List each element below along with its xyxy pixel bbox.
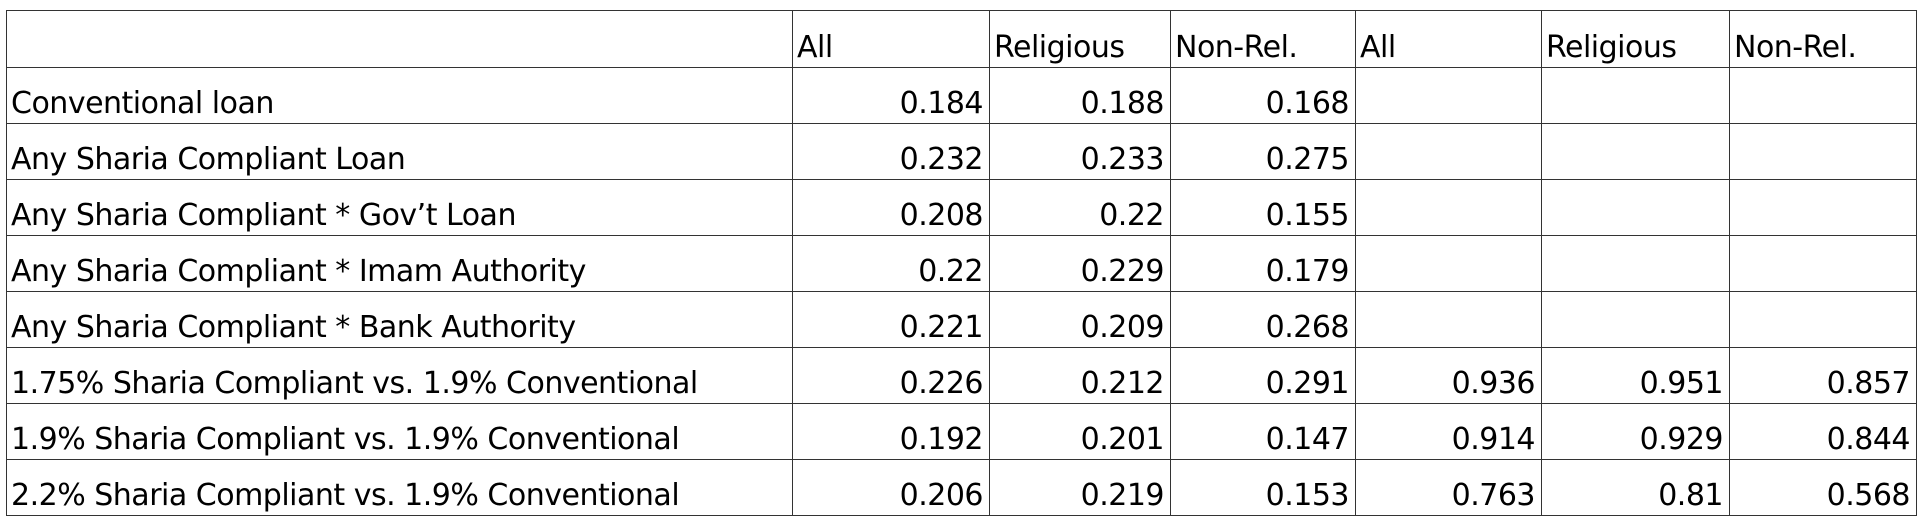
value-cell: [1729, 235, 1917, 292]
column-header: All: [1355, 10, 1542, 68]
value-cell: 0.951: [1541, 347, 1730, 404]
results-table: All Religious Non-Rel. All Religious Non-Rel.…: [6, 10, 1917, 516]
value-cell: 0.936: [1355, 347, 1542, 404]
value-cell: [1541, 291, 1730, 348]
data-row: 2.2% Sharia Compliant vs. 1.9% Conventio…: [6, 459, 1917, 516]
column-header: Religious: [1541, 10, 1730, 68]
value-cell: 0.81: [1541, 459, 1730, 516]
value-cell: 0.291: [1170, 347, 1356, 404]
row-label: Any Sharia Compliant Loan: [6, 123, 793, 180]
value-cell: [1729, 291, 1917, 348]
value-cell: 0.179: [1170, 235, 1356, 292]
column-header: Religious: [989, 10, 1171, 68]
column-header: Non-Rel.: [1729, 10, 1917, 68]
value-cell: [1729, 179, 1917, 236]
value-cell: [1541, 179, 1730, 236]
value-cell: [1541, 123, 1730, 180]
header-row: All Religious Non-Rel. All Religious Non-Rel.: [6, 10, 1917, 68]
data-row: Any Sharia Compliant * Bank Authority 0.2…: [6, 291, 1917, 348]
row-label: Any Sharia Compliant * Imam Authority: [6, 235, 793, 292]
value-cell: 0.221: [792, 291, 990, 348]
value-cell: 0.192: [792, 403, 990, 460]
value-cell: 0.147: [1170, 403, 1356, 460]
data-row: 1.9% Sharia Compliant vs. 1.9% Conventio…: [6, 403, 1917, 460]
data-row: Any Sharia Compliant * Imam Authority 0.2…: [6, 235, 1917, 292]
value-cell: 0.268: [1170, 291, 1356, 348]
value-cell: 0.209: [989, 291, 1171, 348]
row-label: 2.2% Sharia Compliant vs. 1.9% Conventio…: [6, 459, 793, 516]
value-cell: [1355, 179, 1542, 236]
value-cell: [1541, 235, 1730, 292]
row-label: Any Sharia Compliant * Gov’t Loan: [6, 179, 793, 236]
value-cell: [1729, 123, 1917, 180]
column-header: Non-Rel.: [1170, 10, 1356, 68]
value-cell: [1541, 67, 1730, 124]
value-cell: 0.22: [989, 179, 1171, 236]
value-cell: 0.184: [792, 67, 990, 124]
value-cell: [1729, 67, 1917, 124]
value-cell: [1355, 123, 1542, 180]
corner-cell: [6, 10, 793, 68]
value-cell: 0.219: [989, 459, 1171, 516]
value-cell: [1355, 291, 1542, 348]
value-cell: 0.188: [989, 67, 1171, 124]
value-cell: 0.212: [989, 347, 1171, 404]
value-cell: 0.275: [1170, 123, 1356, 180]
value-cell: [1355, 235, 1542, 292]
value-cell: [1355, 67, 1542, 124]
value-cell: 0.208: [792, 179, 990, 236]
table-body: All Religious Non-Rel. All Religious Non-Rel.…: [6, 10, 1917, 516]
row-label: Any Sharia Compliant * Bank Authority: [6, 291, 793, 348]
value-cell: 0.168: [1170, 67, 1356, 124]
value-cell: 0.857: [1729, 347, 1917, 404]
value-cell: 0.763: [1355, 459, 1542, 516]
value-cell: 0.568: [1729, 459, 1917, 516]
value-cell: 0.226: [792, 347, 990, 404]
value-cell: 0.155: [1170, 179, 1356, 236]
value-cell: 0.22: [792, 235, 990, 292]
value-cell: 0.201: [989, 403, 1171, 460]
value-cell: 0.206: [792, 459, 990, 516]
value-cell: 0.153: [1170, 459, 1356, 516]
value-cell: 0.232: [792, 123, 990, 180]
row-label: 1.9% Sharia Compliant vs. 1.9% Conventio…: [6, 403, 793, 460]
column-header: All: [792, 10, 990, 68]
row-label: 1.75% Sharia Compliant vs. 1.9% Conventi…: [6, 347, 793, 404]
value-cell: 0.844: [1729, 403, 1917, 460]
value-cell: 0.229: [989, 235, 1171, 292]
data-row: Conventional loan 0.184 0.188 0.168: [6, 67, 1917, 124]
data-row: 1.75% Sharia Compliant vs. 1.9% Conventi…: [6, 347, 1917, 404]
data-row: Any Sharia Compliant * Gov’t Loan 0.208 0.…: [6, 179, 1917, 236]
value-cell: 0.914: [1355, 403, 1542, 460]
value-cell: 0.929: [1541, 403, 1730, 460]
value-cell: 0.233: [989, 123, 1171, 180]
row-label: Conventional loan: [6, 67, 793, 124]
data-row: Any Sharia Compliant Loan 0.232 0.233 0.275: [6, 123, 1917, 180]
